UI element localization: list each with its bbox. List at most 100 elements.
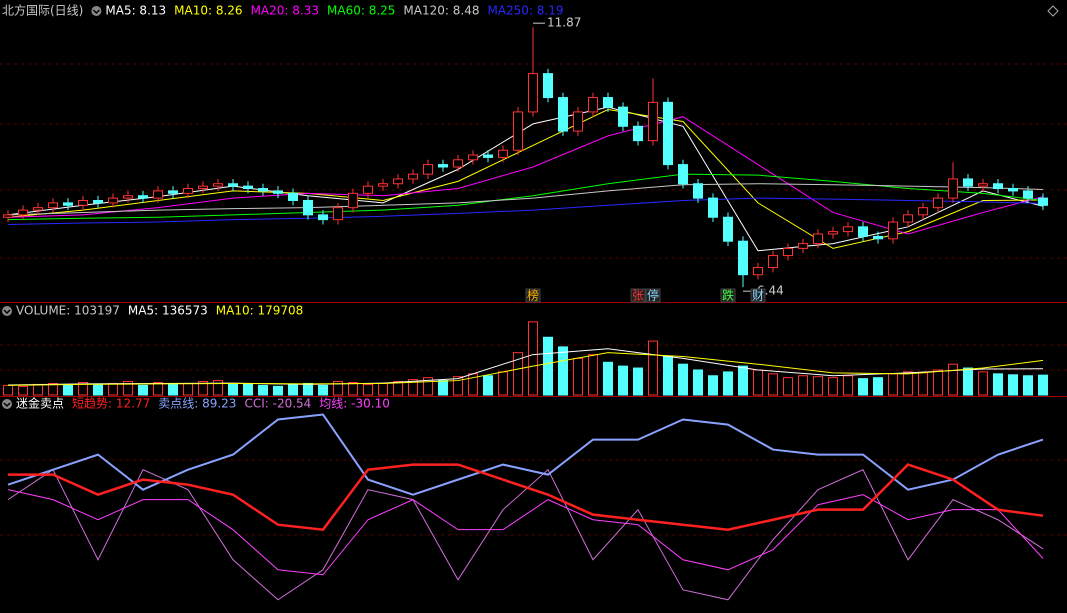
legend-entry: 卖点线: 89.23 [158, 397, 236, 411]
candle-body [33, 207, 43, 211]
volume-bar [648, 340, 658, 396]
candle-body [3, 214, 13, 218]
candle-body [783, 247, 793, 257]
candle-body [993, 183, 1003, 190]
candle-body [663, 101, 673, 166]
legend-entry: MA120: 8.48 [403, 4, 479, 18]
collapse-icon[interactable] [2, 306, 12, 316]
volume-bar [633, 367, 643, 396]
volume-bar [123, 381, 133, 396]
event-marker-box[interactable] [750, 288, 766, 303]
candle-body [813, 233, 823, 245]
event-marker[interactable]: 财 [752, 289, 764, 303]
candle-body [93, 199, 103, 204]
collapse-chevron [3, 402, 11, 408]
collapse-icon[interactable] [2, 399, 12, 409]
volume-bar [288, 383, 298, 396]
legend-entry: MA60: 8.25 [327, 4, 395, 18]
event-marker[interactable]: 跌 [722, 288, 734, 303]
legend-entry: CCI: -20.54 [244, 397, 311, 411]
event-marker-box[interactable] [525, 288, 541, 303]
candle-body [333, 207, 343, 221]
volume-bar [963, 367, 973, 396]
candle-body [288, 192, 298, 201]
volume-bar [558, 346, 568, 396]
candle-body [978, 183, 988, 187]
volume-bar [1008, 374, 1018, 396]
event-marker-box[interactable] [645, 288, 661, 303]
volume-bar [153, 381, 163, 396]
candle-body [903, 214, 913, 223]
volume-bar [393, 381, 403, 396]
collapse-icon[interactable] [91, 6, 102, 16]
candle-body [858, 226, 868, 237]
collapse-chevron [3, 309, 11, 315]
legend-entry: VOLUME: 103197 [16, 304, 120, 318]
volume-bar [333, 381, 343, 396]
chart-title: 迷金卖点 [16, 396, 64, 411]
candle-body [723, 216, 733, 242]
volume-bar [108, 382, 118, 396]
candle-body [363, 185, 373, 194]
event-marker-box[interactable] [630, 288, 646, 303]
volume-bar [1023, 375, 1033, 396]
event-marker[interactable]: 停 [647, 288, 659, 303]
volume-bar [948, 363, 958, 396]
legend-entry: 均线: -30.10 [319, 397, 390, 411]
volume-bar [18, 385, 28, 396]
indicator-line [7, 489, 1044, 576]
legend-entry: MA10: 8.26 [174, 4, 242, 18]
event-marker-box[interactable] [720, 288, 736, 303]
volume-bar [678, 363, 688, 396]
volume-bar [63, 384, 73, 396]
volume-bar [753, 369, 763, 396]
diamond-icon[interactable] [1047, 5, 1059, 17]
candle-body [423, 164, 433, 175]
legend-entry: MA10: 179708 [216, 304, 304, 318]
collapse-chevron [92, 9, 100, 15]
volume-bar [828, 377, 838, 396]
annotation-label: 11.87 [547, 16, 581, 30]
volume-bar [498, 371, 508, 396]
candle-body [933, 197, 943, 209]
volume-bar [903, 371, 913, 396]
volume-bar [738, 365, 748, 396]
candle-body [528, 73, 538, 113]
volume-bar [693, 369, 703, 396]
volume-bar [78, 381, 88, 396]
candle-body [738, 240, 748, 276]
legend-entry: 短趋势: 12.77 [72, 397, 150, 411]
volume-bar [993, 373, 1003, 396]
candle-body [273, 190, 283, 194]
indicator-line [8, 463, 1044, 532]
candle-body [558, 97, 568, 132]
candle-body [828, 231, 838, 235]
volume-bar [93, 383, 103, 396]
candle-body [633, 125, 643, 142]
candle-body [78, 199, 88, 206]
candle-body [468, 154, 478, 161]
candle-body [843, 226, 853, 233]
chart-title: 北方国际(日线) [2, 3, 83, 18]
candle-body [243, 185, 253, 190]
volume-bar [543, 336, 553, 396]
event-marker[interactable]: 榜 [527, 288, 539, 303]
volume-bar [573, 357, 583, 396]
volume-bar [978, 371, 988, 396]
candle-body [348, 192, 358, 209]
candle-body [438, 164, 448, 168]
volume-bar [888, 373, 898, 396]
candle-body [453, 159, 463, 168]
candle-body [678, 164, 688, 185]
candle-body [258, 188, 268, 192]
volume-bar [228, 382, 238, 396]
candle-body [63, 202, 73, 206]
candle-body [108, 197, 118, 204]
candle-body [393, 178, 403, 185]
candle-body [753, 267, 763, 276]
volume-bar [183, 382, 193, 396]
event-marker[interactable]: 张 [632, 289, 644, 303]
volume-bar [408, 379, 418, 396]
volume-bar [528, 321, 538, 396]
legend-entry: MA5: 136573 [128, 304, 208, 318]
